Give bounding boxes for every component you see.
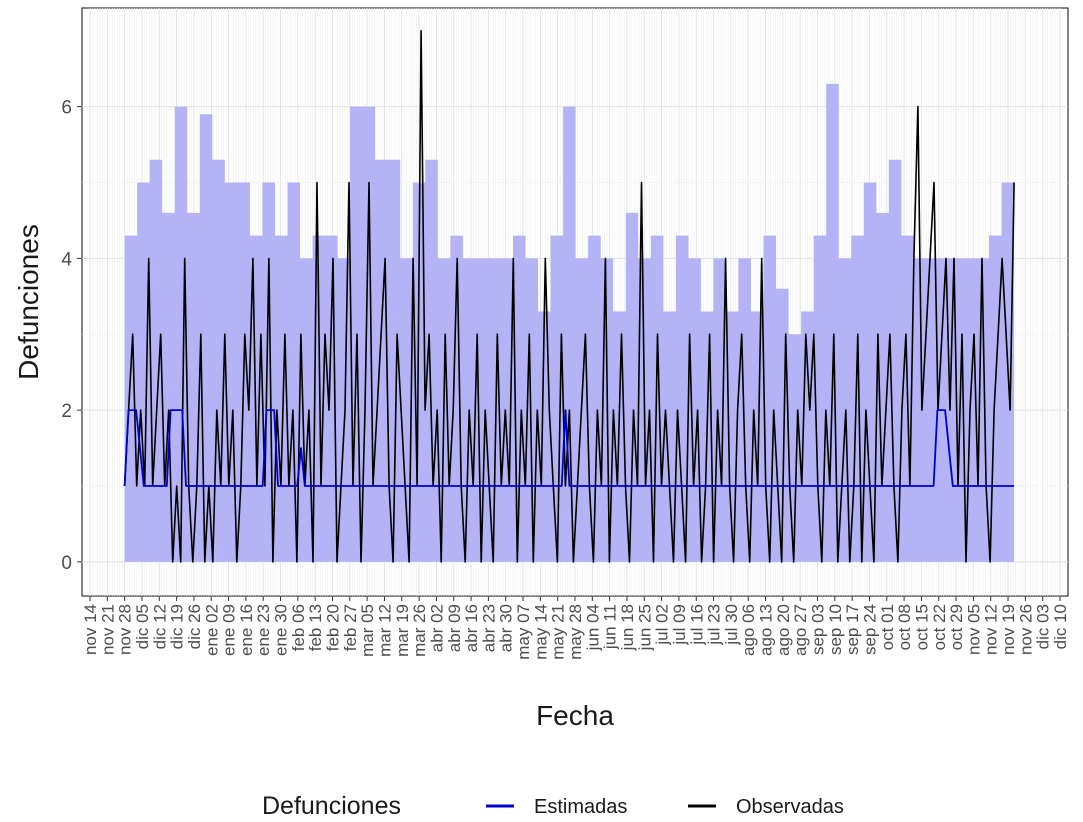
confidence-band [124,83,1015,562]
x-axis-title: Fecha [536,700,614,731]
x-tick-label: feb 20 [324,604,343,651]
x-tick-label: abr 23 [479,604,498,652]
x-tick-label: jun 25 [635,604,654,651]
x-tick-label: feb 06 [289,604,308,651]
x-tick-label: ene 23 [254,604,273,656]
x-tick-label: ago 06 [739,604,758,656]
x-tick-label: nov 21 [98,604,117,655]
legend-label-observadas: Observadas [736,796,844,818]
x-tick-label: feb 27 [341,604,360,651]
x-tick-label: abr 09 [445,604,464,652]
series-line-observadas [123,29,1015,563]
x-tick-label: mar 12 [375,604,394,657]
x-tick-label: oct 01 [878,604,897,650]
x-tick-label: abr 16 [462,604,481,652]
x-tick-label: abr 02 [427,604,446,652]
x-tick-label: dic 12 [150,604,169,649]
x-tick-label: jul 23 [705,604,724,646]
x-tick-label: jul 16 [687,604,706,646]
legend: Defunciones Estimadas Observadas [262,792,844,820]
x-tick-label: ene 30 [272,604,291,656]
x-tick-label: ago 20 [774,604,793,656]
x-tick-label: nov 26 [1016,604,1035,655]
x-tick-label: ago 13 [757,604,776,656]
x-tick-label: dic 03 [1034,604,1053,649]
x-tick-label: may 07 [514,604,533,660]
x-tick-label: mar 05 [358,604,377,657]
x-tick-label: ene 09 [220,604,239,656]
x-tick-label: nov 05 [964,604,983,655]
x-tick-label: feb 13 [306,604,325,651]
y-tick-label: 2 [61,401,72,422]
x-tick-label: jul 09 [670,604,689,646]
y-tick-label: 0 [61,553,72,574]
x-tick-label: dic 26 [185,604,204,649]
x-tick-label: sep 03 [809,604,828,655]
x-tick-label: may 14 [531,604,550,660]
x-tick-label: ene 16 [237,604,256,656]
x-tick-label: oct 15 [912,604,931,650]
band-area [124,83,1015,562]
x-tick-label: sep 24 [860,604,879,655]
x-tick-label: jul 30 [722,604,741,646]
x-tick-label: nov 28 [116,604,135,655]
x-tick-label: may 21 [549,604,568,660]
x-tick-label: sep 17 [843,604,862,655]
x-tick-label: dic 19 [168,604,187,649]
x-tick-label: jun 04 [583,604,602,651]
legend-title: Defunciones [262,792,401,820]
legend-label-estimadas: Estimadas [534,796,627,818]
x-tick-label: oct 29 [947,604,966,650]
series-line-estimadas [123,409,1015,487]
x-tick-label: dic 05 [133,604,152,649]
x-tick-label: jul 02 [653,604,672,646]
y-axis: 0 2 4 6 [61,98,82,574]
y-tick-label: 6 [61,98,72,119]
series-layer [123,29,1015,563]
x-tick-label: abr 30 [497,604,516,652]
x-tick-label: nov 19 [999,604,1018,655]
x-tick-label: jun 11 [601,604,620,650]
x-tick-label: dic 10 [1051,604,1070,649]
x-tick-label: jun 18 [618,604,637,651]
x-tick-label: may 28 [566,604,585,660]
x-tick-label: mar 19 [393,604,412,657]
x-tick-label: ago 27 [791,604,810,656]
x-tick-label: nov 14 [81,604,100,655]
x-tick-label: ene 02 [202,604,221,656]
x-tick-label: sep 10 [826,604,845,655]
x-tick-label: oct 22 [930,604,949,650]
x-tick-label: oct 08 [895,604,914,650]
y-axis-title: Defunciones [13,224,44,380]
y-tick-label: 4 [61,249,72,270]
x-tick-label: mar 26 [410,604,429,657]
x-tick-label: nov 12 [982,604,1001,655]
